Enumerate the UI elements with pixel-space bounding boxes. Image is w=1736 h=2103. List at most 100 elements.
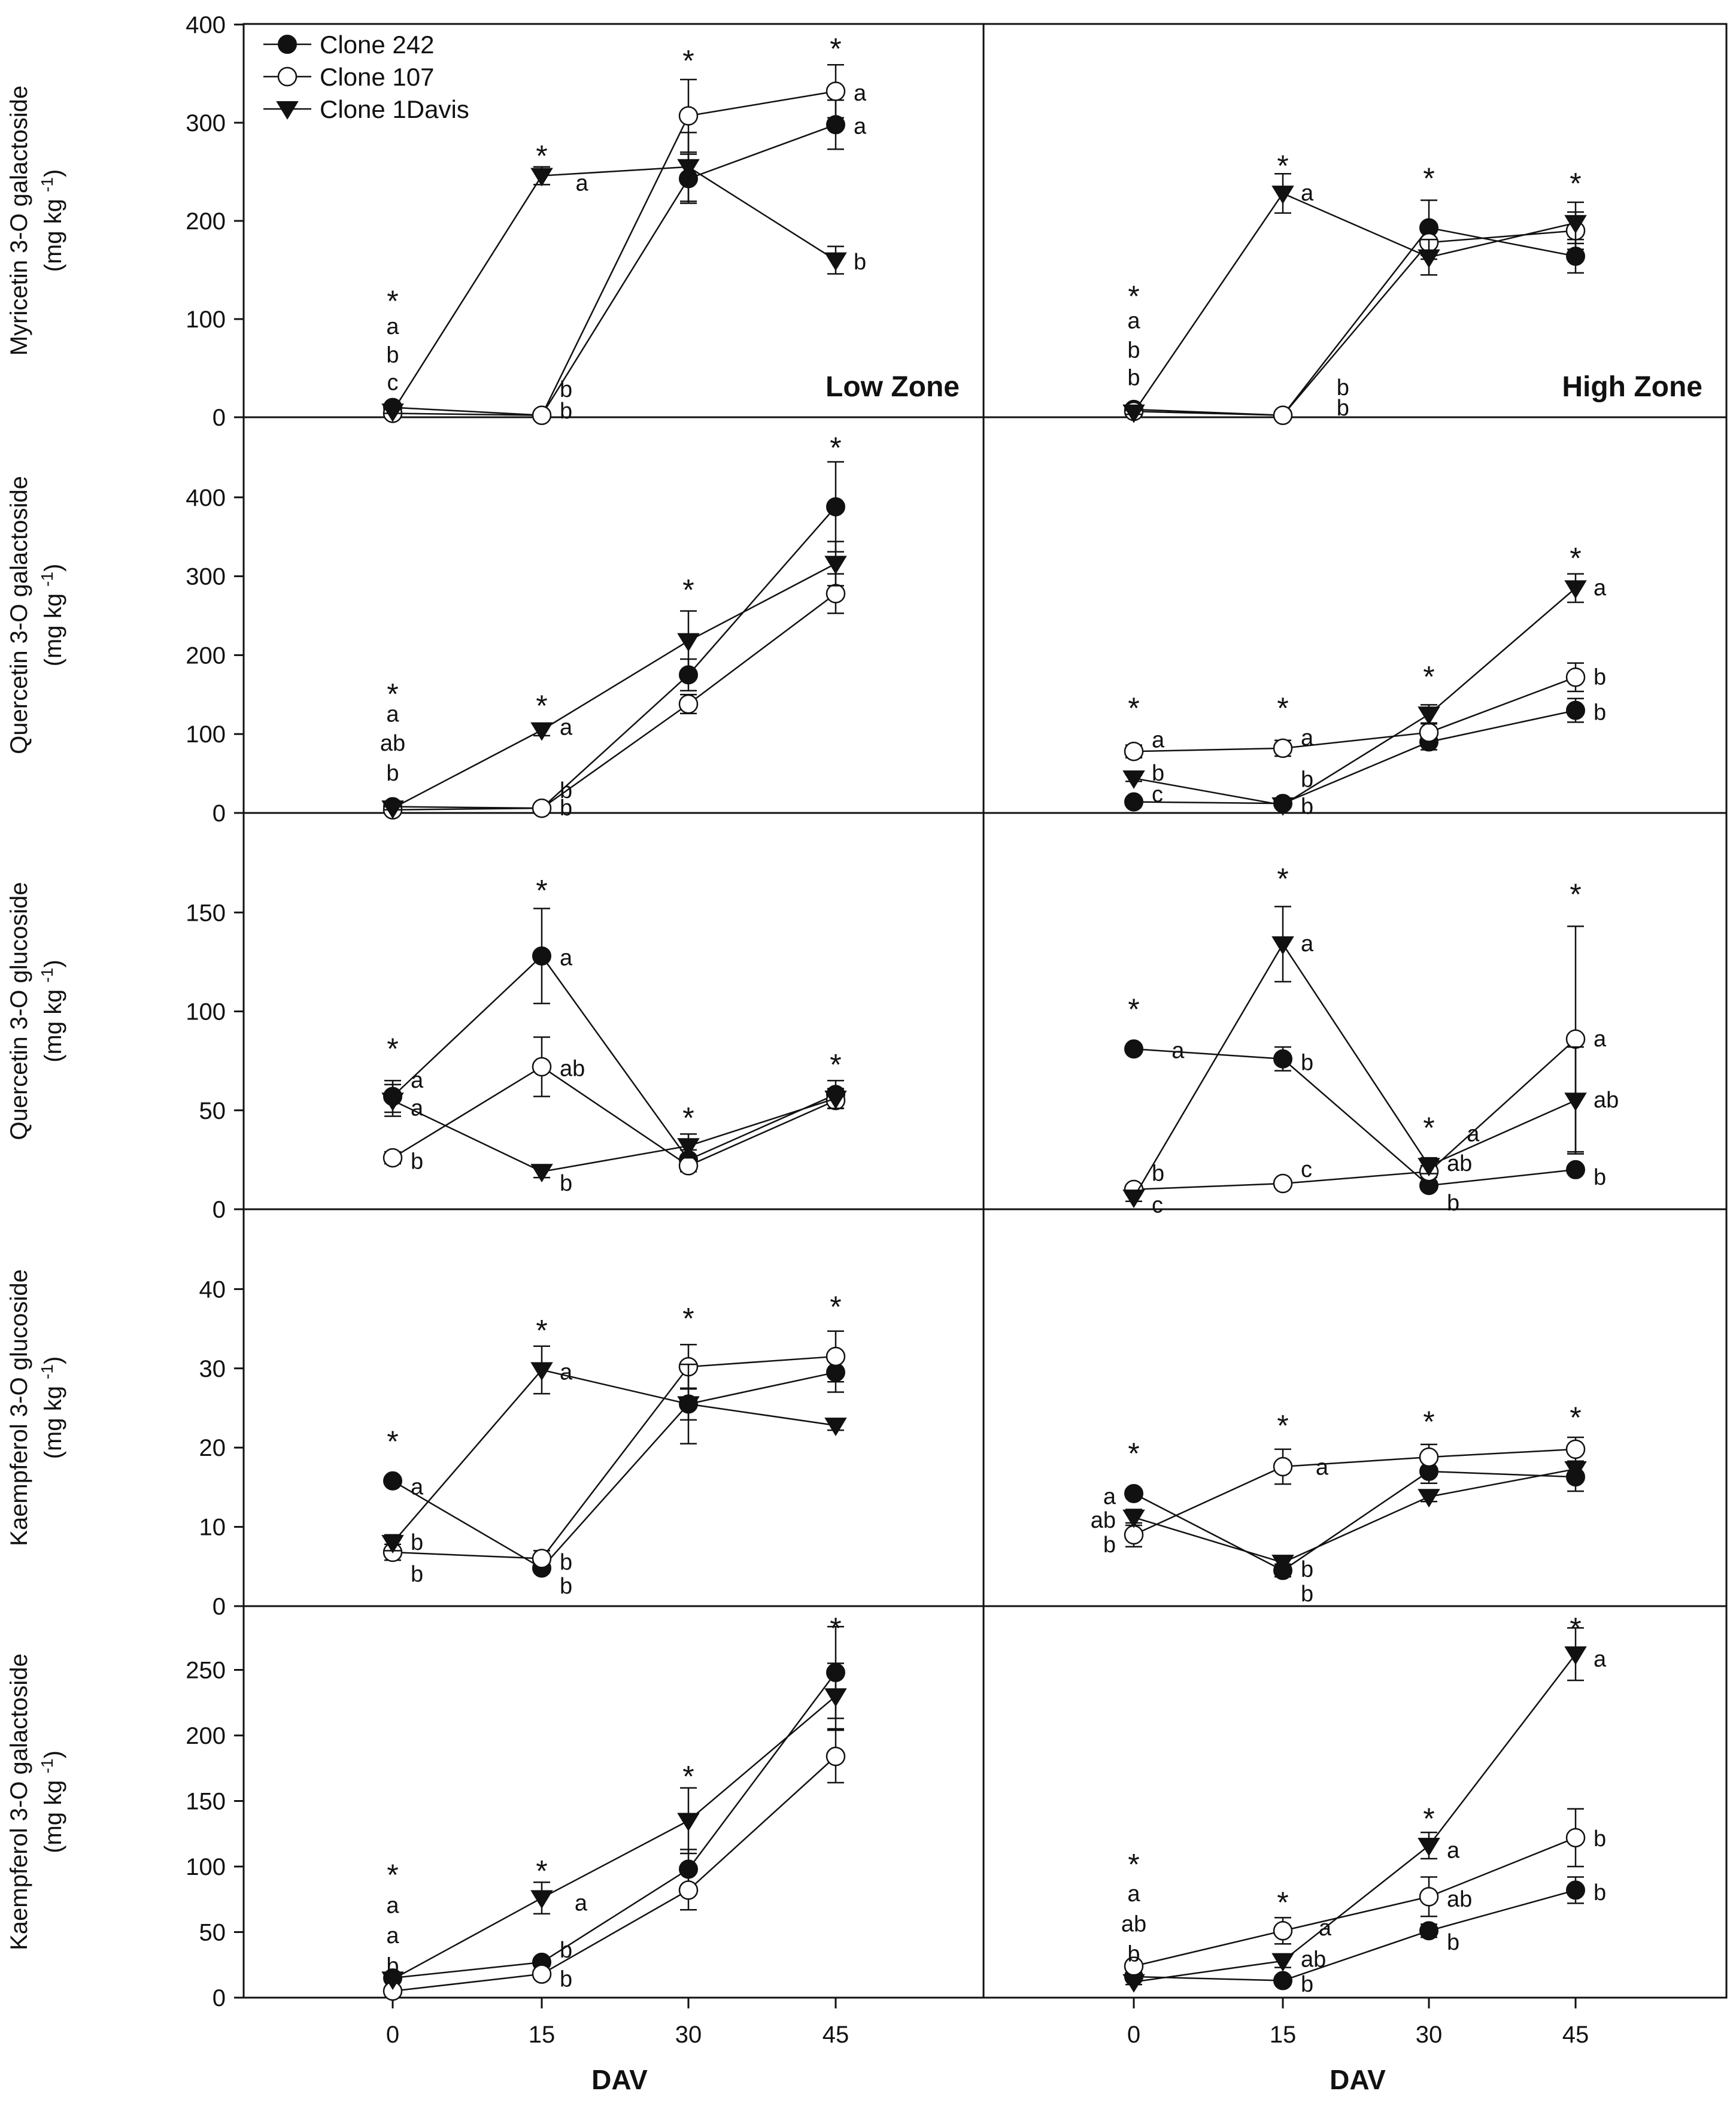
x-tick-label: 45	[823, 2022, 849, 2048]
significance-star: *	[1277, 862, 1288, 896]
y-tick-label: 0	[213, 1985, 226, 2011]
series-line	[1133, 192, 1576, 413]
data-point	[1124, 741, 1144, 761]
group-letter: a	[1301, 181, 1314, 206]
series-clone-1davis	[381, 1662, 847, 1990]
data-point	[1122, 1974, 1145, 1993]
data-point	[824, 1418, 847, 1437]
data-point	[1418, 249, 1440, 268]
series-line	[1133, 1837, 1576, 1967]
y-tick-label: 200	[186, 1723, 226, 1749]
series-line	[1133, 1448, 1576, 1535]
data-point	[1418, 1158, 1440, 1177]
data-point	[1419, 1921, 1438, 1941]
data-point	[1124, 792, 1143, 812]
series-line	[1133, 1048, 1576, 1186]
group-letter: a	[560, 715, 573, 741]
zone-label-high: High Zone	[1562, 371, 1702, 403]
group-letter: a	[411, 1095, 424, 1121]
y-axis-label: Kaempferol 3-O glucoside	[6, 1269, 32, 1546]
group-letter: ab	[1091, 1508, 1116, 1533]
unit-exponent: -1	[38, 968, 56, 983]
data-point	[1566, 1160, 1585, 1179]
y-axis-unit: (mg kg -1)	[38, 960, 66, 1063]
series-line	[1133, 676, 1576, 752]
y-tick-label: 0	[213, 1197, 226, 1223]
significance-star: *	[682, 44, 694, 77]
series-line	[392, 90, 836, 416]
group-letter: b	[560, 377, 572, 402]
group-letter: b	[1127, 338, 1140, 363]
group-letter: b	[560, 796, 572, 821]
x-tick-label: 30	[1416, 2022, 1443, 2048]
data-point	[677, 159, 700, 178]
group-letter: b	[1301, 1557, 1313, 1582]
significance-star: *	[682, 1101, 694, 1135]
significance-star: *	[1128, 691, 1139, 725]
data-point	[824, 252, 847, 271]
significance-star: *	[1128, 280, 1139, 313]
group-letter: a	[1127, 308, 1140, 333]
group-letter: b	[1301, 794, 1313, 819]
group-letter: b	[560, 1967, 572, 1992]
y-tick-label: 10	[199, 1515, 226, 1541]
group-letter: b	[1337, 396, 1349, 421]
series-line	[392, 1371, 836, 1570]
y-tick-label: 40	[199, 1276, 226, 1303]
data-point	[1273, 405, 1293, 425]
group-letter: b	[560, 1938, 572, 1963]
data-point	[1273, 1049, 1292, 1069]
unit-exponent: -1	[38, 177, 56, 192]
y-tick-label: 0	[213, 800, 226, 827]
legend-label: Clone 242	[320, 31, 434, 59]
significance-star: *	[1570, 1401, 1581, 1434]
y-tick-label: 300	[186, 564, 226, 590]
unit-close: )	[40, 1750, 66, 1758]
group-letter: ab	[560, 1056, 585, 1081]
significance-star: *	[387, 1032, 398, 1066]
series-line	[392, 1097, 836, 1173]
legend-label: Clone 1Davis	[320, 95, 469, 123]
significance-star: *	[536, 689, 547, 723]
y-tick-label: 150	[186, 1789, 226, 1815]
series-clone-242	[1124, 1039, 1585, 1195]
data-point	[824, 556, 847, 575]
data-point	[824, 1688, 847, 1707]
data-point	[1564, 1646, 1587, 1665]
y-tick-label: 50	[199, 1098, 226, 1124]
group-letter: b	[1594, 1826, 1606, 1852]
series-line	[392, 1756, 836, 1992]
y-tick-label: 20	[199, 1435, 226, 1461]
data-point	[532, 405, 552, 425]
group-letter: ab	[380, 731, 405, 756]
significance-star: *	[387, 677, 398, 711]
series-line	[392, 1355, 836, 1559]
data-point	[1564, 1093, 1587, 1112]
significance-star: *	[1277, 1886, 1288, 1919]
series-line	[392, 1672, 837, 1979]
group-letter: a	[1594, 1647, 1607, 1672]
legend-label: Clone 107	[320, 63, 434, 91]
group-letter: a	[1301, 931, 1314, 957]
panel-3-low: 0 10 20 30 40 Kaempferol 3-O glucoside (mg kg …	[6, 1269, 847, 1620]
data-point	[530, 1164, 553, 1183]
data-point	[678, 1880, 699, 1900]
series-clone-1davis	[1122, 906, 1587, 1209]
significance-star: *	[536, 1314, 547, 1348]
y-axis-unit: (mg kg -1)	[38, 1357, 66, 1459]
significance-star: *	[387, 284, 398, 318]
significance-star: *	[830, 1612, 841, 1645]
data-point	[381, 1971, 404, 1990]
group-letter: b	[1152, 761, 1164, 786]
legend-marker	[276, 101, 299, 120]
data-point	[1124, 1483, 1143, 1503]
unit-exponent: -1	[38, 1364, 56, 1379]
group-letter: a	[386, 1923, 399, 1949]
data-point	[1124, 1525, 1144, 1545]
